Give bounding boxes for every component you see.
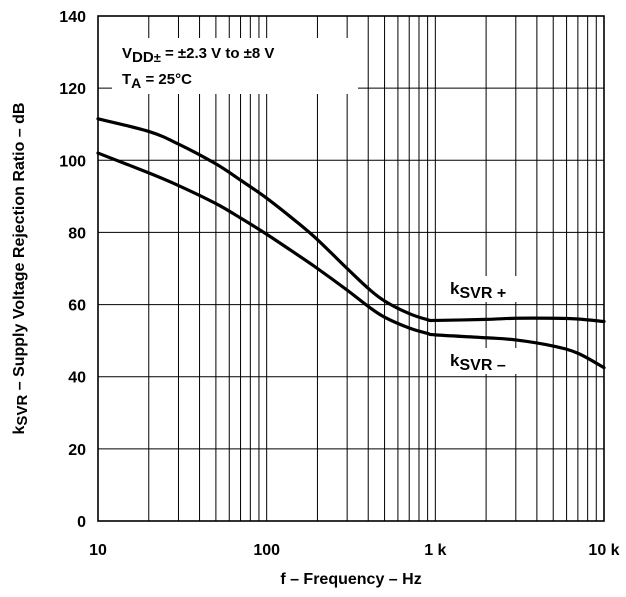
y-tick-label: 100: [59, 153, 86, 170]
y-tick-label: 140: [59, 9, 86, 26]
y-tick-label: 0: [77, 514, 86, 531]
x-axis-title: f – Frequency – Hz: [280, 571, 421, 588]
series-layer: [98, 119, 604, 368]
y-axis-title: kSVR – Supply Voltage Rejection Ratio – …: [11, 103, 31, 435]
y-tick-label: 20: [68, 442, 86, 459]
y-tick-label: 60: [68, 298, 86, 315]
x-tick-label: 100: [253, 542, 280, 559]
y-tick-label: 120: [59, 81, 86, 98]
grid: [98, 16, 604, 521]
y-tick-label: 40: [68, 370, 86, 387]
x-tick-label: 1 k: [424, 542, 446, 559]
series-line-ksvr-minus: [98, 153, 604, 368]
x-tick-label: 10 k: [588, 542, 619, 559]
x-tick-label: 10: [89, 542, 107, 559]
y-tick-label: 80: [68, 225, 86, 242]
